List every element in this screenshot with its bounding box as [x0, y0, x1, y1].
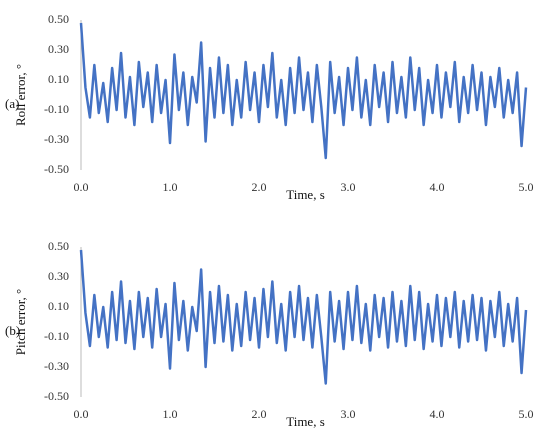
data-line: [79, 249, 528, 385]
panel-label: (a): [5, 96, 19, 111]
x-tick-label: 5.0: [519, 180, 534, 194]
y-axis-label: Roll error, °: [13, 64, 28, 126]
y-tick-label: 0.30: [48, 269, 69, 283]
x-tick-label: 0.0: [74, 180, 89, 194]
y-tick-label: -0.10: [44, 329, 69, 343]
y-tick-label: -0.30: [44, 359, 69, 373]
data-line: [79, 22, 528, 160]
x-tick-label: 4.0: [430, 407, 445, 421]
y-tick-label: 0.10: [48, 72, 69, 86]
y-axis-label: Pitch error, °: [13, 289, 28, 355]
panel-label: (b): [5, 323, 20, 338]
y-tick-label: 0.10: [48, 299, 69, 313]
y-tick-label: -0.50: [44, 162, 69, 176]
x-tick-label: 3.0: [341, 180, 356, 194]
x-axis-label: Time, s: [286, 414, 325, 429]
x-tick-label: 1.0: [163, 180, 178, 194]
x-tick-label: 2.0: [252, 180, 267, 194]
y-tick-label: -0.10: [44, 102, 69, 116]
y-tick-label: 0.30: [48, 42, 69, 56]
x-tick-label: 5.0: [519, 407, 534, 421]
x-tick-label: 1.0: [163, 407, 178, 421]
y-tick-label: 0.50: [48, 12, 69, 26]
x-tick-label: 2.0: [252, 407, 267, 421]
x-tick-label: 3.0: [341, 407, 356, 421]
y-tick-label: -0.50: [44, 389, 69, 403]
y-tick-label: 0.50: [48, 239, 69, 253]
y-tick-label: -0.30: [44, 132, 69, 146]
x-tick-label: 4.0: [430, 180, 445, 194]
x-axis-label: Time, s: [286, 187, 325, 202]
x-tick-label: 0.0: [74, 407, 89, 421]
